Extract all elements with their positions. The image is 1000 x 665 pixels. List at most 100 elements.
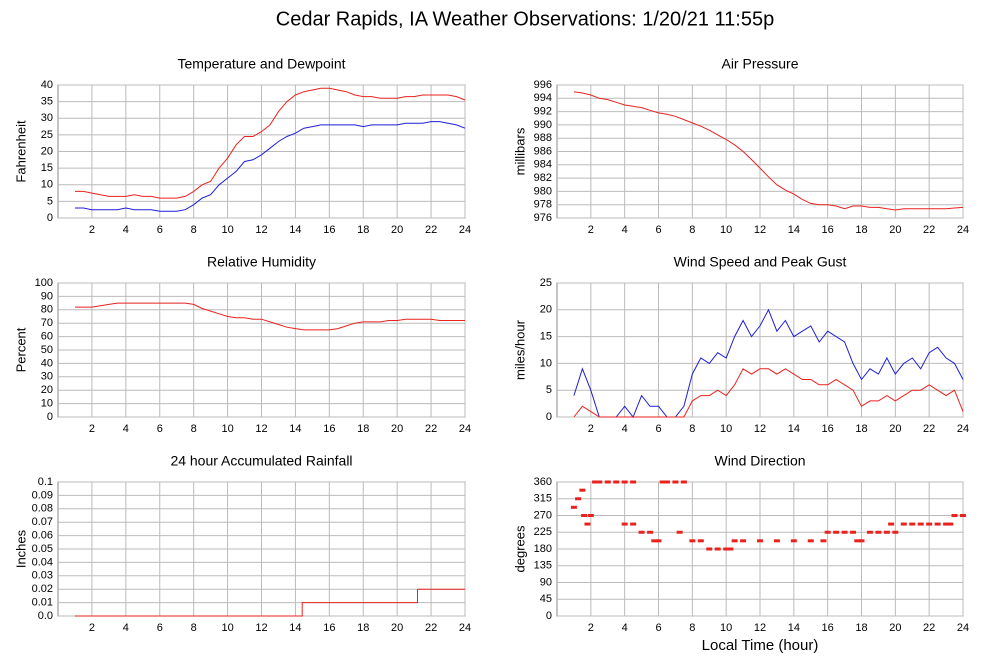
data-point — [587, 514, 594, 517]
data-point — [672, 480, 679, 484]
y-tick-label: 984 — [534, 159, 552, 171]
x-tick-label: 14 — [289, 622, 301, 634]
data-point — [883, 530, 890, 534]
x-tick-label: 20 — [889, 224, 901, 236]
x-tick-label: 8 — [191, 622, 197, 634]
y-tick-label: 135 — [534, 560, 552, 572]
x-tick-label: 24 — [957, 224, 969, 236]
x-tick-label: 6 — [157, 622, 163, 634]
x-tick-label: 20 — [391, 622, 403, 634]
y-tick-label: 40 — [41, 357, 53, 369]
data-point — [655, 539, 662, 543]
y-tick-label: 0.05 — [32, 543, 53, 555]
data-point — [934, 522, 941, 526]
x-tick-label: 2 — [89, 423, 95, 435]
y-tick-label: 0.04 — [32, 556, 53, 568]
y-tick-label: 90 — [41, 290, 53, 302]
y-tick-label: 30 — [41, 371, 53, 383]
y-tick-label: 0 — [546, 610, 552, 622]
x-tick-label: 18 — [855, 224, 867, 236]
x-tick-label: 20 — [889, 622, 901, 634]
data-point — [850, 530, 857, 534]
data-point — [579, 488, 586, 492]
y-tick-label: 990 — [534, 119, 552, 131]
x-tick-label: 2 — [89, 224, 95, 236]
x-tick-label: 4 — [123, 224, 129, 236]
data-point — [630, 480, 637, 484]
x-tick-label: 22 — [425, 224, 437, 236]
x-tick-label: 24 — [957, 622, 969, 634]
y-tick-label: 90 — [540, 576, 552, 588]
data-point — [917, 522, 924, 526]
data-point — [680, 480, 687, 484]
chart-title: Temperature and Dewpoint — [177, 56, 345, 72]
data-point — [613, 480, 620, 484]
chart-title: Air Pressure — [721, 56, 798, 72]
y-tick-label: 10 — [41, 398, 53, 410]
y-axis-label: miles/hour — [512, 319, 527, 380]
x-tick-label: 6 — [655, 224, 661, 236]
data-point — [630, 522, 637, 526]
x-tick-label: 20 — [391, 423, 403, 435]
x-tick-label: 2 — [588, 423, 594, 435]
y-tick-label: 45 — [540, 593, 552, 605]
data-point — [570, 505, 577, 509]
y-tick-label: 60 — [41, 331, 53, 343]
y-tick-label: 180 — [534, 543, 552, 555]
x-tick-label: 4 — [622, 622, 628, 634]
data-point — [659, 480, 666, 484]
y-tick-label: 25 — [41, 129, 53, 141]
data-point — [714, 547, 721, 551]
y-axis-label: Inches — [13, 529, 28, 568]
x-tick-label: 4 — [123, 622, 129, 634]
x-tick-label: 12 — [255, 224, 267, 236]
x-tick-label: 16 — [323, 622, 335, 634]
x-tick-label: 4 — [123, 423, 129, 435]
data-line — [573, 91, 964, 211]
y-tick-label: 225 — [534, 526, 552, 538]
data-point — [790, 539, 797, 543]
y-tick-label: 80 — [41, 304, 53, 316]
x-tick-label: 22 — [923, 423, 935, 435]
x-tick-label: 6 — [157, 423, 163, 435]
chart-title: 24 hour Accumulated Rainfall — [170, 453, 352, 469]
data-point — [731, 539, 738, 543]
y-tick-label: 100 — [35, 277, 53, 289]
y-tick-label: 30 — [41, 112, 53, 124]
y-tick-label: 40 — [41, 79, 53, 91]
data-point — [651, 539, 658, 543]
y-tick-label: 0.09 — [32, 489, 53, 501]
y-axis-label: degrees — [512, 525, 527, 572]
x-tick-label: 22 — [923, 622, 935, 634]
x-tick-label: 16 — [822, 423, 834, 435]
y-tick-label: 15 — [540, 331, 552, 343]
data-point — [807, 539, 814, 543]
y-tick-label: 992 — [534, 106, 552, 118]
data-point — [581, 514, 588, 517]
y-tick-label: 20 — [41, 145, 53, 157]
y-tick-label: 5 — [546, 384, 552, 396]
x-tick-label: 8 — [689, 224, 695, 236]
x-tick-label: 14 — [788, 224, 800, 236]
data-point — [592, 480, 599, 484]
data-point — [638, 530, 645, 534]
x-tick-label: 10 — [221, 224, 233, 236]
data-point — [909, 522, 916, 526]
data-point — [900, 522, 907, 526]
x-tick-label: 18 — [357, 224, 369, 236]
data-line — [573, 368, 964, 418]
y-tick-label: 0.06 — [32, 530, 53, 542]
x-tick-label: 8 — [191, 423, 197, 435]
data-point — [773, 539, 780, 543]
data-line — [573, 308, 964, 418]
data-point — [841, 530, 848, 534]
y-axis-label: Percent — [13, 327, 28, 372]
data-point — [663, 480, 670, 484]
data-point — [706, 547, 713, 551]
data-point — [892, 530, 899, 534]
data-point — [621, 522, 628, 526]
y-tick-label: 0.03 — [32, 570, 53, 582]
y-tick-label: 0.08 — [32, 503, 53, 515]
x-tick-label: 4 — [622, 423, 628, 435]
data-point — [960, 514, 966, 517]
